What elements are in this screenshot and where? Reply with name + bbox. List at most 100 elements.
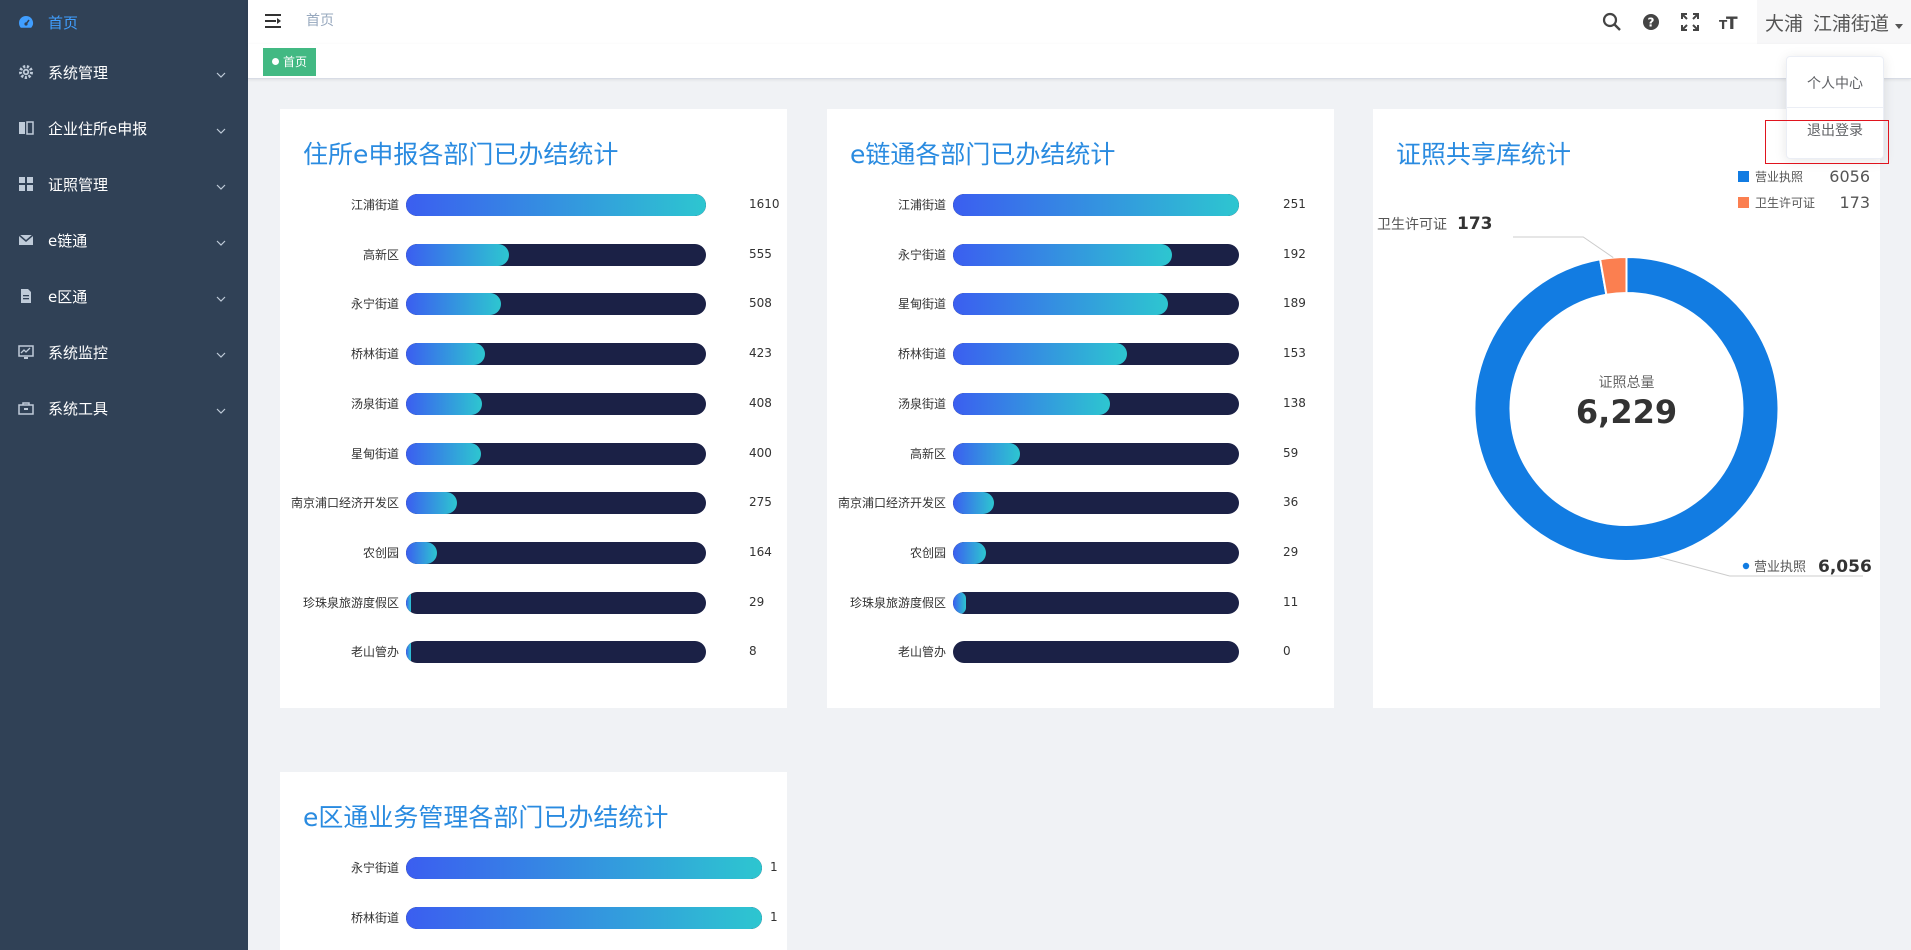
bar[interactable] [953, 392, 1111, 415]
sidebar-item-3[interactable]: 证照管理 [0, 156, 248, 212]
bar-track [406, 492, 706, 515]
fullscreen-icon[interactable] [1679, 11, 1701, 33]
bar-label: 高新区 [909, 446, 946, 461]
bar[interactable] [953, 442, 1021, 465]
bar-value: 400 [749, 445, 772, 460]
bar-label: 星甸街道 [350, 446, 399, 461]
bar[interactable] [406, 392, 483, 415]
sidebar-item-label: e链通 [48, 231, 88, 250]
bar[interactable] [406, 243, 510, 266]
slice-label-name: 卫生许可证 [1377, 217, 1447, 233]
bar-label: 永宁街道 [350, 297, 399, 312]
legend-dot-icon [1742, 562, 1750, 570]
bar-track [953, 194, 1239, 216]
tag-home[interactable]: 首页 [263, 48, 317, 76]
legend-value: 173 [1839, 193, 1870, 212]
bar-value: 508 [749, 296, 772, 311]
bar[interactable] [406, 343, 485, 366]
bar[interactable] [953, 492, 995, 515]
user-menu[interactable]: 大浦 江浦街道 [1756, 0, 1911, 44]
sidebar-item-label: 系统工具 [48, 399, 109, 418]
legend-swatch [1738, 171, 1749, 182]
document-icon [18, 288, 34, 304]
bar-value: 59 [1283, 445, 1299, 460]
breadcrumb[interactable]: 首页 [306, 13, 334, 29]
card-e-district: e区通业务管理各部门已办结统计 永宁街道 1 桥林街道 1 [280, 772, 787, 950]
bar-label: 高新区 [362, 247, 399, 262]
sidebar-item-label: e区通 [48, 287, 88, 306]
bar[interactable] [953, 194, 1239, 216]
dot-icon [272, 58, 279, 65]
chevron-down-icon [216, 402, 226, 414]
sidebar-item-2[interactable]: 企业住所e申报 [0, 100, 248, 156]
bar-value: 36 [1283, 495, 1299, 510]
dropdown-divider [1787, 107, 1883, 108]
profile-menu-item[interactable]: 个人中心 [1807, 76, 1863, 92]
bar[interactable] [406, 293, 501, 316]
bar[interactable] [406, 857, 762, 879]
bar[interactable] [953, 343, 1128, 366]
bar-track [406, 541, 706, 564]
sidebar: 首页系统管理 企业住所e申报 证照管理 e链通 e区通系统监控系统工具 [0, 0, 248, 950]
bar-value: 189 [1283, 296, 1306, 311]
leader-line-large [1659, 556, 1863, 577]
bar-track [953, 541, 1239, 564]
card-e-chain: e链通各部门已办结统计 江浦街道 251 永宁街道 192 星甸街道 189 桥林街道 153… [827, 109, 1334, 708]
toolbox-icon [18, 400, 34, 416]
search-icon[interactable] [1601, 11, 1623, 33]
bar-value: 423 [749, 346, 772, 361]
sidebar-item-1[interactable]: 系统管理 [0, 44, 248, 100]
bar-value: 251 [1283, 197, 1306, 211]
bar[interactable] [953, 591, 966, 614]
bar[interactable] [406, 541, 437, 564]
sidebar-item-label: 首页 [48, 13, 79, 32]
bar-track [953, 392, 1239, 415]
bar[interactable] [406, 906, 762, 929]
bar[interactable] [406, 591, 412, 614]
donut-slice[interactable] [1598, 255, 1628, 296]
bar-track [406, 194, 706, 216]
bar-value: 138 [1283, 395, 1306, 410]
sidebar-item-7[interactable]: 系统工具 [0, 380, 248, 436]
legend-label: 营业执照 [1755, 170, 1803, 184]
question-icon[interactable]: ? [1640, 11, 1662, 33]
bar-track [406, 591, 706, 614]
bar-label: 农创园 [909, 545, 946, 560]
slice-label-value: 6,056 [1818, 557, 1872, 577]
legend-label: 卫生许可证 [1755, 196, 1815, 210]
sidebar-item-5[interactable]: e区通 [0, 268, 248, 324]
monitor-icon [18, 344, 34, 360]
bar-track [953, 293, 1239, 316]
bar[interactable] [953, 293, 1169, 316]
legend-swatch [1738, 197, 1749, 208]
bar[interactable] [406, 442, 481, 465]
chevron-down-icon [216, 178, 226, 190]
sidebar-item-label: 系统监控 [48, 343, 109, 362]
bar-label: 永宁街道 [350, 861, 399, 875]
user-area: 大浦 [1764, 12, 1803, 35]
sidebar-item-4[interactable]: e链通 [0, 212, 248, 268]
card-title: 证照共享库统计 [1396, 140, 1572, 169]
bar[interactable] [953, 243, 1172, 266]
svg-text:T: T [1726, 14, 1738, 31]
bar[interactable] [406, 492, 458, 515]
card-title: e链通各部门已办结统计 [850, 140, 1116, 169]
caret-down-icon [1895, 24, 1903, 29]
dashboard-icon [18, 14, 34, 30]
center-label: 证照总量 [1599, 375, 1655, 391]
slice-label-name: 营业执照 [1754, 560, 1806, 575]
card-address-e-declaration: 住所e申报各部门已办结统计 江浦街道 1610 高新区 555 永宁街道 508 桥林街道 4… [280, 109, 787, 708]
bar[interactable] [406, 641, 411, 664]
sidebar-item-0[interactable]: 首页 [0, 0, 248, 44]
highlight-box [1765, 120, 1889, 164]
donut-chart: 证照总量 6,229 卫生许可证 173 营业执照 6,056 营业执照 6056 卫生许可证 1… [1377, 167, 1872, 577]
bar-track [953, 492, 1239, 515]
bar[interactable] [953, 541, 987, 564]
bar[interactable] [406, 194, 706, 216]
donut-slice[interactable] [1473, 255, 1780, 562]
logout-menu-item[interactable]: 退出登录 [1807, 123, 1863, 139]
hamburger-icon[interactable] [262, 10, 284, 32]
sidebar-item-6[interactable]: 系统监控 [0, 324, 248, 380]
